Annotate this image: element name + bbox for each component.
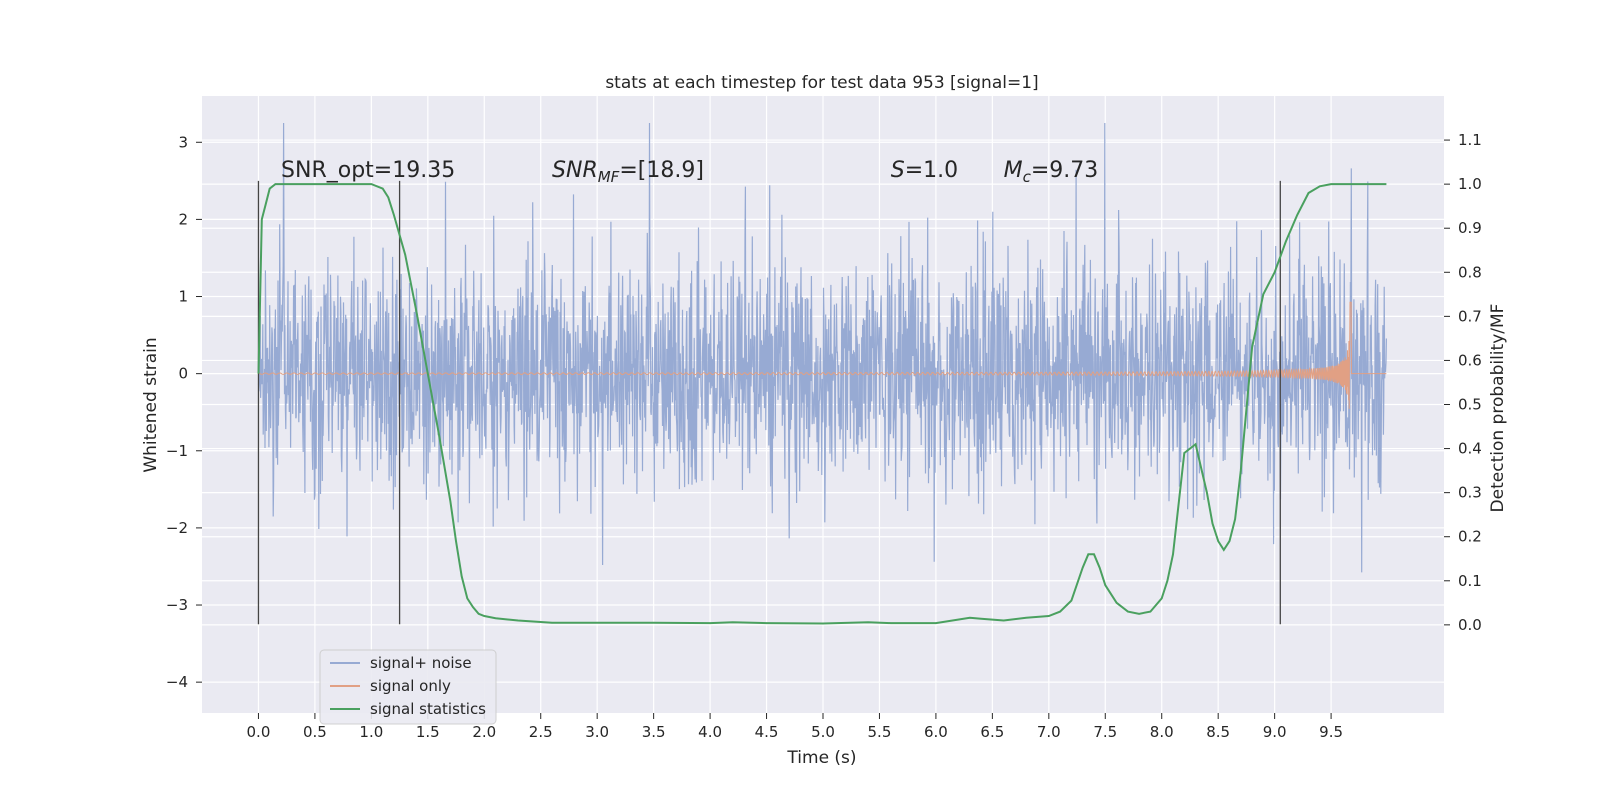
annotation-0: SNR_opt=19.35: [281, 158, 455, 183]
x-tick-label-8: 4.0: [698, 723, 722, 741]
chart-title: stats at each timestep for test data 953…: [605, 73, 1038, 93]
x-tick-label-3: 1.5: [416, 723, 440, 741]
x-axis-label: Time (s): [786, 748, 856, 768]
y-axis-label-left: Whitened strain: [141, 337, 161, 472]
y-right-tick-label-9: 0.2: [1458, 528, 1482, 546]
x-tick-label-17: 8.5: [1206, 723, 1230, 741]
y-right-tick-label-3: 0.8: [1458, 263, 1482, 281]
x-tick-label-12: 6.0: [924, 723, 948, 741]
y-left-tick-label-6: −3: [166, 596, 188, 614]
y-right-tick-label-6: 0.5: [1458, 396, 1482, 414]
series-signal-only: [258, 301, 1387, 409]
x-tick-label-9: 4.5: [755, 723, 779, 741]
y-ticks-left: 3 2 1 0 −1 −2 −3 −4: [166, 133, 202, 691]
x-tick-label-14: 7.0: [1037, 723, 1061, 741]
annotation-2: S=1.0: [891, 158, 958, 183]
y-right-tick-label-1: 1.0: [1458, 175, 1482, 193]
signal-only-line: [258, 301, 1387, 409]
legend-label-noise: signal+ noise: [370, 654, 472, 672]
y-left-tick-label-4: −1: [166, 442, 188, 460]
x-tick-label-19: 9.5: [1319, 723, 1343, 741]
x-tick-label-6: 3.0: [585, 723, 609, 741]
x-tick-label-4: 2.0: [472, 723, 496, 741]
y-left-tick-label-2: 1: [178, 288, 188, 306]
legend-box: [319, 649, 497, 725]
legend: signal+ noise signal only signal statist…: [319, 649, 497, 725]
x-tick-label-11: 5.5: [868, 723, 892, 741]
x-tick-label-10: 5.0: [811, 723, 835, 741]
y-right-tick-label-8: 0.3: [1458, 484, 1482, 502]
series-signal-noise: [257, 122, 1387, 573]
x-tick-label-15: 7.5: [1093, 723, 1117, 741]
annotation-1: SNRMF=[18.9]: [552, 158, 704, 186]
x-tick-label-18: 9.0: [1263, 723, 1287, 741]
x-tick-label-2: 1.0: [359, 723, 383, 741]
x-tick-label-0: 0.0: [247, 723, 271, 741]
y-right-tick-label-10: 0.1: [1458, 572, 1482, 590]
y-right-tick-label-11: 0.0: [1458, 616, 1482, 634]
x-tick-label-13: 6.5: [980, 723, 1004, 741]
y-right-tick-label-4: 0.7: [1458, 307, 1482, 325]
x-tick-label-16: 8.0: [1150, 723, 1174, 741]
y-left-tick-label-0: 3: [178, 133, 188, 151]
y-right-tick-label-5: 0.6: [1458, 351, 1482, 369]
annotations: SNR_opt=19.35 SNRMF=[18.9] S=1.0 Mc=9.73: [281, 158, 1098, 186]
y-left-tick-label-1: 2: [178, 210, 188, 228]
series-signal-statistics: [257, 183, 1387, 625]
annotation-3: Mc=9.73: [1004, 158, 1099, 186]
y-left-tick-label-3: 0: [178, 365, 188, 383]
y-ticks-right: 1.1 1.0 0.9 0.8 0.7 0.6 0.5 0.4 0.3 0.2 0.1 0.0: [1444, 131, 1482, 634]
y-right-tick-label-2: 0.9: [1458, 219, 1482, 237]
y-axis-label-right: Detection probability/MF: [1488, 304, 1508, 513]
y-left-tick-label-7: −4: [166, 673, 188, 691]
x-ticks: 0.0 0.5 1.0 1.5 2.0 2.5 3.0 3.5 4.0 4.5 5.0 5.5 6.0 6…: [247, 713, 1343, 741]
y-right-tick-label-0: 1.1: [1458, 131, 1482, 149]
x-tick-label-5: 2.5: [529, 723, 553, 741]
y-left-tick-label-5: −2: [166, 519, 188, 537]
x-tick-label-1: 0.5: [303, 723, 327, 741]
y-right-tick-label-7: 0.4: [1458, 440, 1482, 458]
legend-label-stats: signal statistics: [370, 700, 486, 718]
signal-statistics-line: [257, 183, 1387, 625]
legend-label-signal: signal only: [370, 677, 451, 695]
signal-noise-line: [257, 122, 1387, 573]
x-tick-label-7: 3.5: [642, 723, 666, 741]
